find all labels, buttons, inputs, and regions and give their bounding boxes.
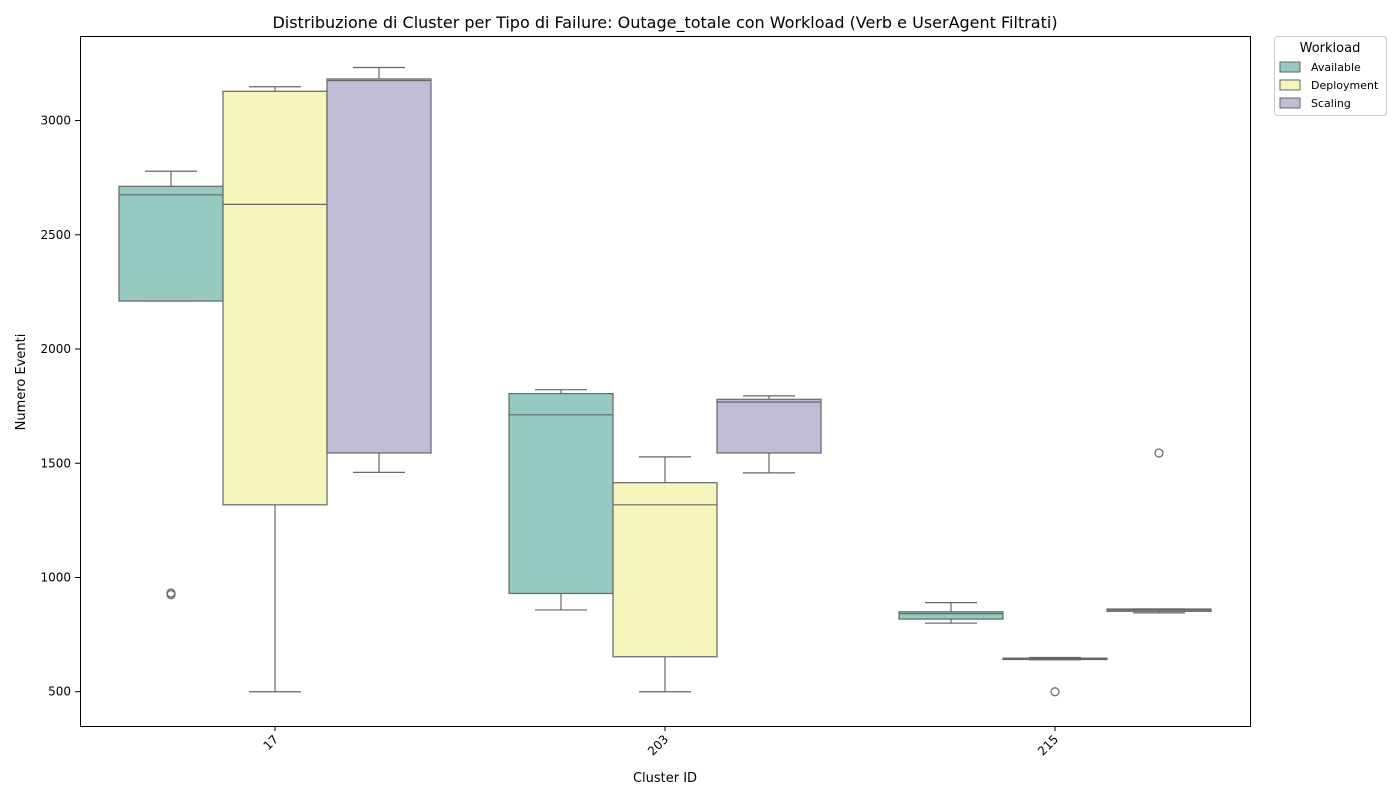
y-tick-label-1000: 1000	[40, 570, 71, 584]
box-deployment-203	[612, 456, 718, 693]
plot-area	[118, 66, 1212, 697]
x-tick-label-17: 17	[260, 732, 281, 753]
legend-swatch-scaling	[1279, 97, 1301, 109]
legend-swatch-available	[1279, 61, 1301, 73]
legend-frame	[1274, 36, 1387, 116]
box-scaling-17	[326, 66, 432, 473]
box-scaling-215	[1106, 448, 1212, 614]
outlier-available-17-1	[166, 588, 176, 598]
box-deployment-17	[222, 86, 328, 693]
y-tick-label-2500: 2500	[40, 228, 71, 242]
legend-title: Workload	[1300, 41, 1361, 56]
iqr-box-available-17	[118, 185, 224, 302]
chart-title: Distribuzione di Cluster per Tipo di Fai…	[272, 13, 1057, 33]
x-axis: 17 203 215	[260, 726, 1061, 758]
iqr-box-scaling-17	[326, 78, 432, 454]
x-tick-label-203: 203	[645, 732, 671, 758]
iqr-box-available-203	[508, 392, 614, 595]
y-tick-label-500: 500	[48, 685, 71, 699]
y-axis: 500 1000 1500 2000 2500 3000	[40, 114, 80, 699]
iqr-box-available-215	[898, 611, 1004, 620]
box-available-215	[898, 602, 1004, 624]
legend-label-deployment: Deployment	[1311, 79, 1379, 92]
outlier-scaling-215-0	[1154, 448, 1164, 458]
y-tick-label-1500: 1500	[40, 456, 71, 470]
legend: Workload Available Deployment Scaling	[1274, 36, 1387, 116]
outlier-deployment-215-0	[1050, 687, 1060, 697]
y-tick-label-2000: 2000	[40, 342, 71, 356]
iqr-box-deployment-17	[222, 90, 328, 506]
x-tick-label-215: 215	[1035, 732, 1061, 758]
box-scaling-203	[716, 395, 822, 474]
iqr-box-deployment-203	[612, 482, 718, 658]
legend-label-available: Available	[1311, 61, 1361, 74]
y-axis-label: Numero Eventi	[14, 334, 29, 431]
legend-swatch-deployment	[1279, 79, 1301, 91]
y-tick-label-3000: 3000	[40, 114, 71, 128]
box-deployment-215	[1002, 656, 1108, 697]
iqr-box-scaling-203	[716, 398, 822, 454]
box-available-17	[118, 170, 224, 600]
x-axis-label: Cluster ID	[633, 771, 697, 786]
box-available-203	[508, 389, 614, 611]
legend-label-scaling: Scaling	[1311, 97, 1351, 110]
